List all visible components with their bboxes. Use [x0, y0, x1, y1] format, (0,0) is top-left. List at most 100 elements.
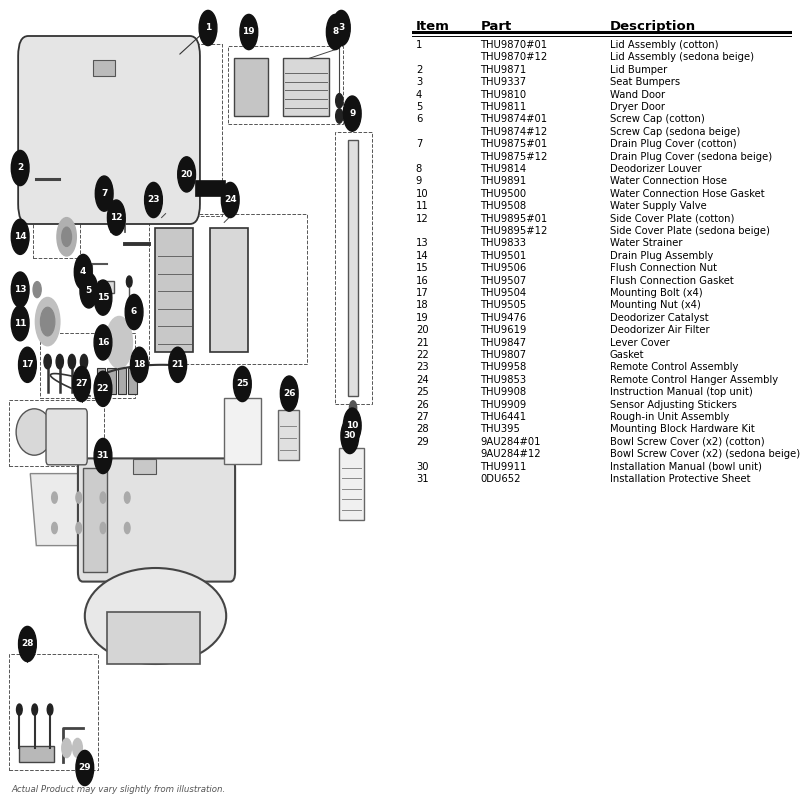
Text: Installation Protective Sheet: Installation Protective Sheet	[610, 474, 750, 484]
Circle shape	[73, 738, 82, 758]
Circle shape	[336, 109, 343, 123]
Bar	[339, 448, 363, 520]
Text: Deodorizer Catalyst: Deodorizer Catalyst	[610, 313, 708, 322]
Text: 14: 14	[416, 251, 429, 261]
Circle shape	[341, 418, 358, 454]
Bar	[93, 60, 115, 76]
Text: 11: 11	[14, 318, 26, 328]
Text: THU9814: THU9814	[480, 164, 526, 174]
Text: THU9501: THU9501	[480, 251, 526, 261]
Text: 15: 15	[416, 263, 429, 274]
Text: 19: 19	[242, 27, 255, 37]
Text: 10: 10	[346, 421, 358, 430]
Text: THU9908: THU9908	[480, 387, 526, 397]
Text: 27: 27	[416, 412, 429, 422]
Text: 25: 25	[416, 387, 429, 397]
Text: Gasket: Gasket	[610, 350, 644, 360]
FancyBboxPatch shape	[78, 458, 235, 582]
Circle shape	[95, 176, 113, 211]
Circle shape	[18, 347, 36, 382]
Text: THU9853: THU9853	[480, 374, 526, 385]
Text: THU9875#01: THU9875#01	[480, 139, 548, 149]
Text: Side Cover Plate (cotton): Side Cover Plate (cotton)	[610, 214, 734, 223]
Text: Rough-in Unit Assembly: Rough-in Unit Assembly	[610, 412, 729, 422]
Text: Deodorizer Air Filter: Deodorizer Air Filter	[610, 326, 710, 335]
Text: 11: 11	[416, 202, 429, 211]
Text: Description: Description	[610, 20, 696, 33]
Bar	[97, 368, 105, 394]
Text: THU9958: THU9958	[480, 362, 526, 373]
Circle shape	[343, 408, 361, 443]
Circle shape	[124, 492, 130, 503]
Circle shape	[234, 366, 251, 402]
Bar	[107, 368, 115, 394]
Circle shape	[94, 280, 112, 315]
Circle shape	[343, 96, 361, 131]
FancyBboxPatch shape	[18, 36, 200, 224]
Circle shape	[52, 522, 58, 534]
Circle shape	[11, 272, 29, 307]
Text: 30: 30	[344, 431, 356, 441]
Circle shape	[124, 522, 130, 534]
Circle shape	[333, 10, 350, 46]
Text: THU9875#12: THU9875#12	[480, 152, 548, 162]
Text: 24: 24	[416, 374, 429, 385]
Text: 9: 9	[349, 109, 355, 118]
Text: 31: 31	[97, 451, 110, 461]
Text: Lid Assembly (cotton): Lid Assembly (cotton)	[610, 40, 718, 50]
Circle shape	[130, 347, 148, 382]
Circle shape	[44, 354, 51, 369]
Text: Mounting Nut (x4): Mounting Nut (x4)	[610, 301, 700, 310]
Polygon shape	[30, 474, 163, 546]
Circle shape	[33, 282, 41, 298]
Text: 1: 1	[416, 40, 422, 50]
Bar	[194, 180, 225, 196]
Bar	[348, 140, 358, 396]
Circle shape	[80, 273, 98, 308]
Text: THU9507: THU9507	[480, 275, 526, 286]
Text: 2: 2	[17, 163, 23, 173]
Text: THU9874#12: THU9874#12	[480, 127, 548, 137]
Text: 20: 20	[416, 326, 429, 335]
Text: 26: 26	[416, 400, 429, 410]
Text: THU395: THU395	[480, 424, 520, 434]
Text: Wand Door: Wand Door	[610, 90, 665, 100]
Text: Side Cover Plate (sedona beige): Side Cover Plate (sedona beige)	[610, 226, 770, 236]
Circle shape	[350, 401, 357, 415]
Bar	[9, 654, 98, 770]
Circle shape	[94, 371, 112, 406]
Text: Mounting Block Hardware Kit: Mounting Block Hardware Kit	[610, 424, 754, 434]
Text: Remote Control Hanger Assembly: Remote Control Hanger Assembly	[610, 374, 778, 385]
Circle shape	[94, 438, 112, 474]
Circle shape	[125, 294, 143, 330]
Text: THU9504: THU9504	[480, 288, 526, 298]
Text: 0DU652: 0DU652	[480, 474, 521, 484]
Circle shape	[11, 150, 29, 186]
Text: 22: 22	[97, 384, 110, 394]
Circle shape	[106, 317, 132, 368]
Text: Water Connection Hose: Water Connection Hose	[610, 176, 726, 186]
Text: 25: 25	[236, 379, 249, 389]
Text: Bowl Screw Cover (x2) (cotton): Bowl Screw Cover (x2) (cotton)	[610, 437, 764, 446]
Text: THU9911: THU9911	[480, 462, 526, 472]
Text: 8: 8	[416, 164, 422, 174]
Text: 4: 4	[80, 267, 86, 277]
Text: 12: 12	[110, 213, 122, 222]
Circle shape	[40, 307, 55, 336]
Text: 14: 14	[14, 232, 26, 242]
Bar	[335, 132, 372, 404]
Text: 17: 17	[416, 288, 429, 298]
Text: Instruction Manual (top unit): Instruction Manual (top unit)	[610, 387, 752, 397]
Text: 9: 9	[416, 176, 422, 186]
Ellipse shape	[85, 568, 226, 664]
Text: 9AU284#12: 9AU284#12	[480, 450, 541, 459]
Circle shape	[73, 366, 90, 402]
Text: 7: 7	[416, 139, 422, 149]
Text: Screw Cap (sedona beige): Screw Cap (sedona beige)	[610, 127, 740, 137]
Bar	[107, 612, 200, 664]
Text: Lid Assembly (sedona beige): Lid Assembly (sedona beige)	[610, 53, 754, 62]
Text: 21: 21	[171, 360, 184, 370]
Circle shape	[11, 306, 29, 341]
Circle shape	[11, 219, 29, 254]
Text: 6: 6	[416, 114, 422, 124]
